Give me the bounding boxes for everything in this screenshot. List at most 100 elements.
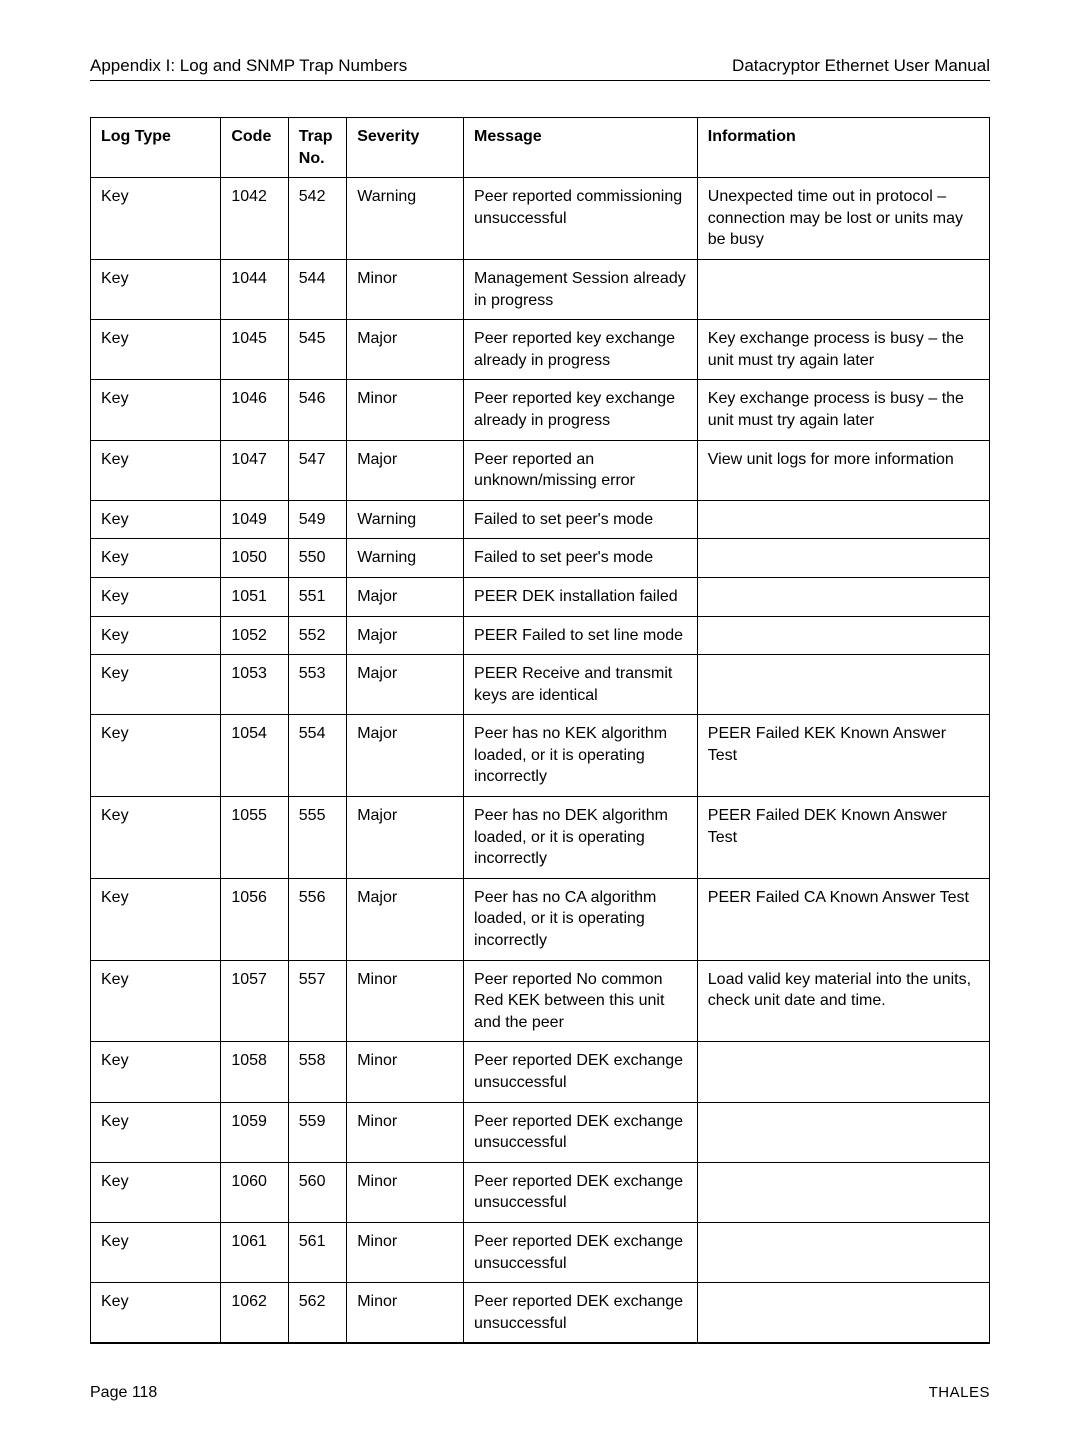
cell-message: Peer reported commissioning unsuccessful xyxy=(464,178,698,260)
cell-message: PEER DEK installation failed xyxy=(464,577,698,616)
cell-code: 1052 xyxy=(221,616,288,655)
cell-trap-no: 558 xyxy=(288,1042,346,1102)
cell-information: Key exchange process is busy – the unit … xyxy=(697,320,989,380)
header-left: Appendix I: Log and SNMP Trap Numbers xyxy=(90,56,407,76)
cell-severity: Minor xyxy=(347,380,464,440)
cell-log-type: Key xyxy=(91,178,221,260)
log-table-head: Log Type Code Trap No. Severity Message … xyxy=(91,118,990,178)
cell-severity: Major xyxy=(347,715,464,797)
cell-severity: Major xyxy=(347,320,464,380)
table-row: Key1049549WarningFailed to set peer's mo… xyxy=(91,500,990,539)
cell-severity: Warning xyxy=(347,539,464,578)
table-row: Key1062562MinorPeer reported DEK exchang… xyxy=(91,1283,990,1343)
table-row: Key1060560MinorPeer reported DEK exchang… xyxy=(91,1162,990,1222)
cell-trap-no: 557 xyxy=(288,960,346,1042)
cell-code: 1044 xyxy=(221,259,288,319)
cell-log-type: Key xyxy=(91,1102,221,1162)
cell-trap-no: 549 xyxy=(288,500,346,539)
cell-log-type: Key xyxy=(91,1222,221,1282)
cell-code: 1061 xyxy=(221,1222,288,1282)
cell-code: 1047 xyxy=(221,440,288,500)
cell-severity: Major xyxy=(347,878,464,960)
cell-code: 1057 xyxy=(221,960,288,1042)
page-footer: Page 118 THALES xyxy=(90,1343,990,1402)
cell-log-type: Key xyxy=(91,878,221,960)
cell-code: 1060 xyxy=(221,1162,288,1222)
footer-page-number: Page 118 xyxy=(90,1384,157,1402)
cell-message: Peer has no KEK algorithm loaded, or it … xyxy=(464,715,698,797)
cell-log-type: Key xyxy=(91,539,221,578)
table-row: Key1057557MinorPeer reported No common R… xyxy=(91,960,990,1042)
cell-severity: Major xyxy=(347,797,464,879)
footer-brand: THALES xyxy=(929,1384,990,1401)
cell-severity: Major xyxy=(347,616,464,655)
cell-log-type: Key xyxy=(91,715,221,797)
table-row: Key1046546MinorPeer reported key exchang… xyxy=(91,380,990,440)
cell-information xyxy=(697,655,989,715)
cell-code: 1058 xyxy=(221,1042,288,1102)
cell-message: Peer reported DEK exchange unsuccessful xyxy=(464,1283,698,1343)
page: Appendix I: Log and SNMP Trap Numbers Da… xyxy=(0,0,1080,1442)
log-table-body: Key1042542WarningPeer reported commissio… xyxy=(91,178,990,1343)
cell-severity: Minor xyxy=(347,1042,464,1102)
table-row: Key1042542WarningPeer reported commissio… xyxy=(91,178,990,260)
cell-log-type: Key xyxy=(91,797,221,879)
cell-log-type: Key xyxy=(91,440,221,500)
cell-message: PEER Receive and transmit keys are ident… xyxy=(464,655,698,715)
cell-message: Peer has no CA algorithm loaded, or it i… xyxy=(464,878,698,960)
cell-message: Management Session already in progress xyxy=(464,259,698,319)
table-row: Key1045545MajorPeer reported key exchang… xyxy=(91,320,990,380)
cell-trap-no: 553 xyxy=(288,655,346,715)
col-message: Message xyxy=(464,118,698,178)
cell-information xyxy=(697,1102,989,1162)
header-right: Datacryptor Ethernet User Manual xyxy=(732,56,990,76)
cell-log-type: Key xyxy=(91,320,221,380)
cell-information: PEER Failed CA Known Answer Test xyxy=(697,878,989,960)
cell-trap-no: 551 xyxy=(288,577,346,616)
cell-information xyxy=(697,259,989,319)
cell-message: Peer reported DEK exchange unsuccessful xyxy=(464,1162,698,1222)
cell-log-type: Key xyxy=(91,655,221,715)
log-table-wrap: Log Type Code Trap No. Severity Message … xyxy=(90,117,990,1343)
cell-information xyxy=(697,1283,989,1343)
cell-information: Load valid key material into the units, … xyxy=(697,960,989,1042)
cell-information: View unit logs for more information xyxy=(697,440,989,500)
table-row: Key1044544MinorManagement Session alread… xyxy=(91,259,990,319)
cell-information xyxy=(697,1222,989,1282)
cell-message: Peer reported No common Red KEK between … xyxy=(464,960,698,1042)
cell-severity: Minor xyxy=(347,1102,464,1162)
table-row: Key1053553MajorPEER Receive and transmit… xyxy=(91,655,990,715)
cell-information xyxy=(697,500,989,539)
cell-trap-no: 561 xyxy=(288,1222,346,1282)
cell-trap-no: 555 xyxy=(288,797,346,879)
cell-information: Unexpected time out in protocol – connec… xyxy=(697,178,989,260)
cell-trap-no: 556 xyxy=(288,878,346,960)
table-row: Key1051551MajorPEER DEK installation fai… xyxy=(91,577,990,616)
cell-trap-no: 560 xyxy=(288,1162,346,1222)
cell-code: 1045 xyxy=(221,320,288,380)
cell-message: PEER Failed to set line mode xyxy=(464,616,698,655)
cell-code: 1049 xyxy=(221,500,288,539)
cell-information xyxy=(697,616,989,655)
cell-code: 1042 xyxy=(221,178,288,260)
cell-message: Peer reported key exchange already in pr… xyxy=(464,320,698,380)
cell-information xyxy=(697,1162,989,1222)
cell-severity: Minor xyxy=(347,1162,464,1222)
cell-log-type: Key xyxy=(91,500,221,539)
cell-code: 1046 xyxy=(221,380,288,440)
cell-code: 1051 xyxy=(221,577,288,616)
cell-information xyxy=(697,1042,989,1102)
table-row: Key1050550WarningFailed to set peer's mo… xyxy=(91,539,990,578)
cell-severity: Minor xyxy=(347,1222,464,1282)
cell-message: Failed to set peer's mode xyxy=(464,539,698,578)
col-trap-no: Trap No. xyxy=(288,118,346,178)
cell-log-type: Key xyxy=(91,1042,221,1102)
cell-code: 1062 xyxy=(221,1283,288,1343)
cell-trap-no: 562 xyxy=(288,1283,346,1343)
col-information: Information xyxy=(697,118,989,178)
cell-trap-no: 550 xyxy=(288,539,346,578)
cell-severity: Minor xyxy=(347,259,464,319)
cell-log-type: Key xyxy=(91,380,221,440)
cell-severity: Minor xyxy=(347,960,464,1042)
cell-message: Peer reported an unknown/missing error xyxy=(464,440,698,500)
